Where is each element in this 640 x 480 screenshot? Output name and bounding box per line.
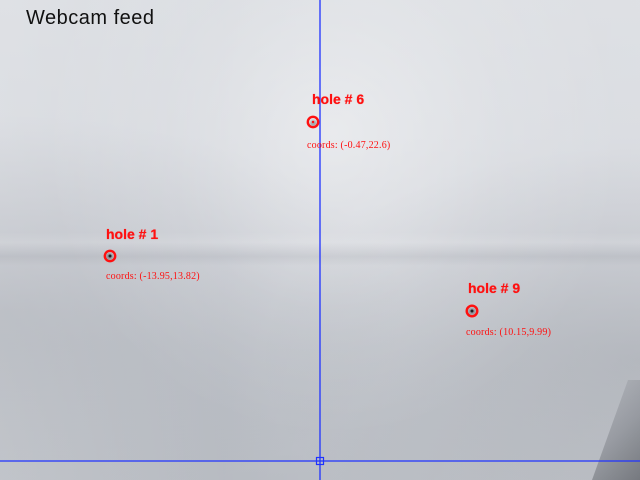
hole-9-coordinates: coords: (10.15,9.99) xyxy=(466,327,552,338)
hole-9-label: hole # 9 xyxy=(468,280,521,296)
hole-6-ring xyxy=(306,115,320,129)
hole-1-center xyxy=(108,254,112,258)
hole-6-shadow xyxy=(310,120,317,127)
origin-marker xyxy=(315,456,325,466)
hole-9-center xyxy=(470,309,474,313)
hole-6-center xyxy=(311,120,315,124)
hole-6-coordinates: coords: (-0.47,22.6) xyxy=(307,140,391,151)
window-title: Webcam feed xyxy=(26,7,155,29)
hole-1-coordinates: coords: (-13.95,13.82) xyxy=(106,271,200,282)
hole-1-ring xyxy=(103,249,117,263)
hole-6-label: hole # 6 xyxy=(312,91,365,107)
hole-1-label: hole # 1 xyxy=(106,226,159,242)
hole-9-ring xyxy=(465,304,479,318)
